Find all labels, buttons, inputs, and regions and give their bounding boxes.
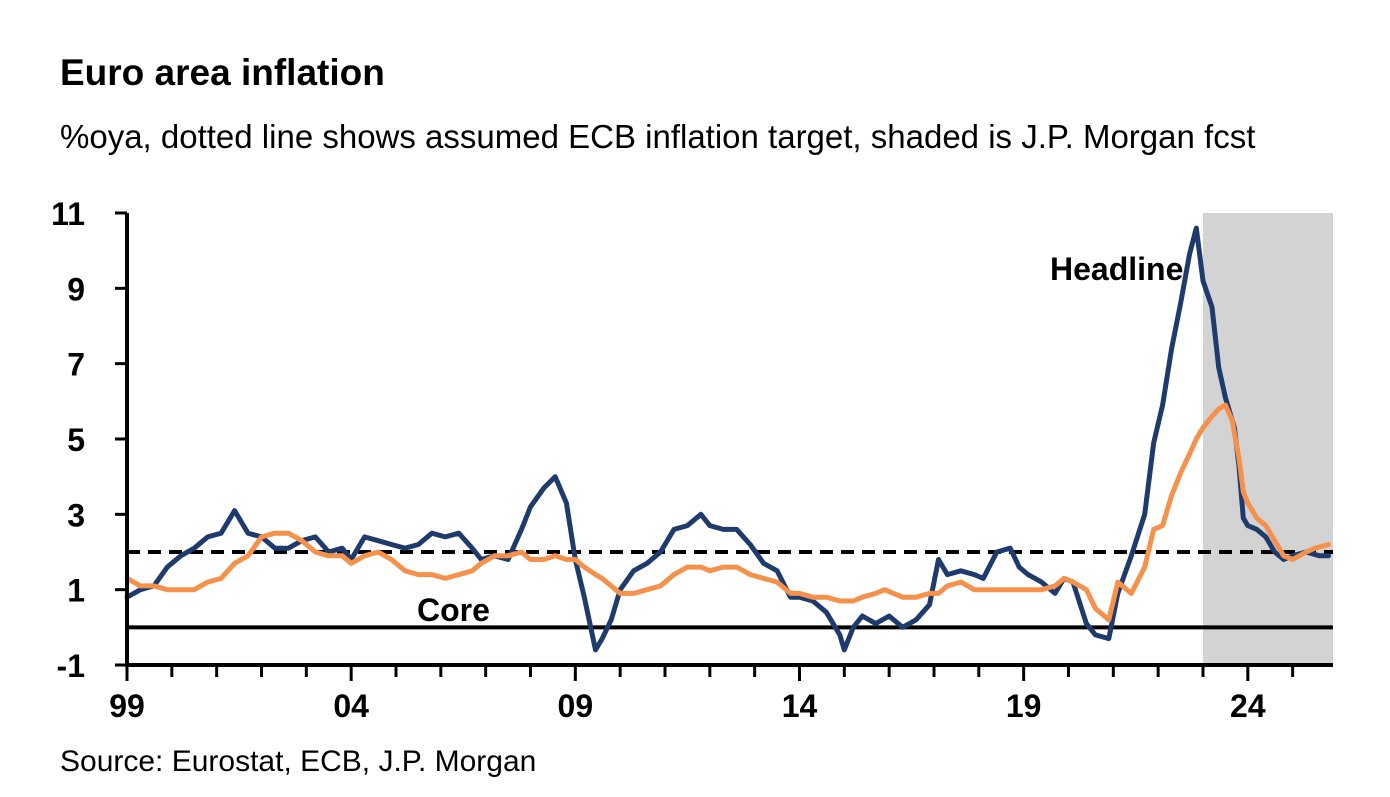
y-tick-label: 9 [67, 271, 85, 307]
tick-labels: 11 9 7 5 3 1 -1 99 04 09 14 19 24 [51, 196, 1266, 724]
axes [115, 211, 1333, 681]
x-tick-label: 99 [109, 688, 145, 724]
series-line-headline [124, 225, 1331, 653]
forecast-shade-layer [1202, 213, 1333, 665]
y-tick-label: -1 [57, 648, 85, 684]
x-tick-label: 04 [333, 688, 369, 724]
y-tick-label: 1 [67, 573, 85, 609]
x-tick-label: 09 [558, 688, 594, 724]
reference-lines [127, 550, 1333, 630]
annotations: Headline Core [417, 251, 1183, 628]
x-tick-label: 19 [1006, 688, 1042, 724]
y-tick-label: 3 [67, 497, 85, 533]
forecast-shade [1202, 213, 1333, 665]
chart-source: Source: Eurostat, ECB, J.P. Morgan [60, 745, 537, 778]
core-label: Core [417, 592, 490, 628]
y-tick-label: 7 [67, 347, 85, 383]
chart-subtitle: %oya, dotted line shows assumed ECB infl… [60, 118, 1256, 155]
chart-title: Euro area inflation [60, 52, 385, 93]
series-line-core [124, 402, 1331, 623]
y-tick-label: 5 [67, 422, 85, 458]
headline-label: Headline [1050, 251, 1183, 287]
series-layer [124, 225, 1331, 653]
y-tick-label: 11 [51, 196, 85, 232]
x-tick-label: 24 [1230, 688, 1266, 724]
x-tick-label: 14 [782, 688, 818, 724]
